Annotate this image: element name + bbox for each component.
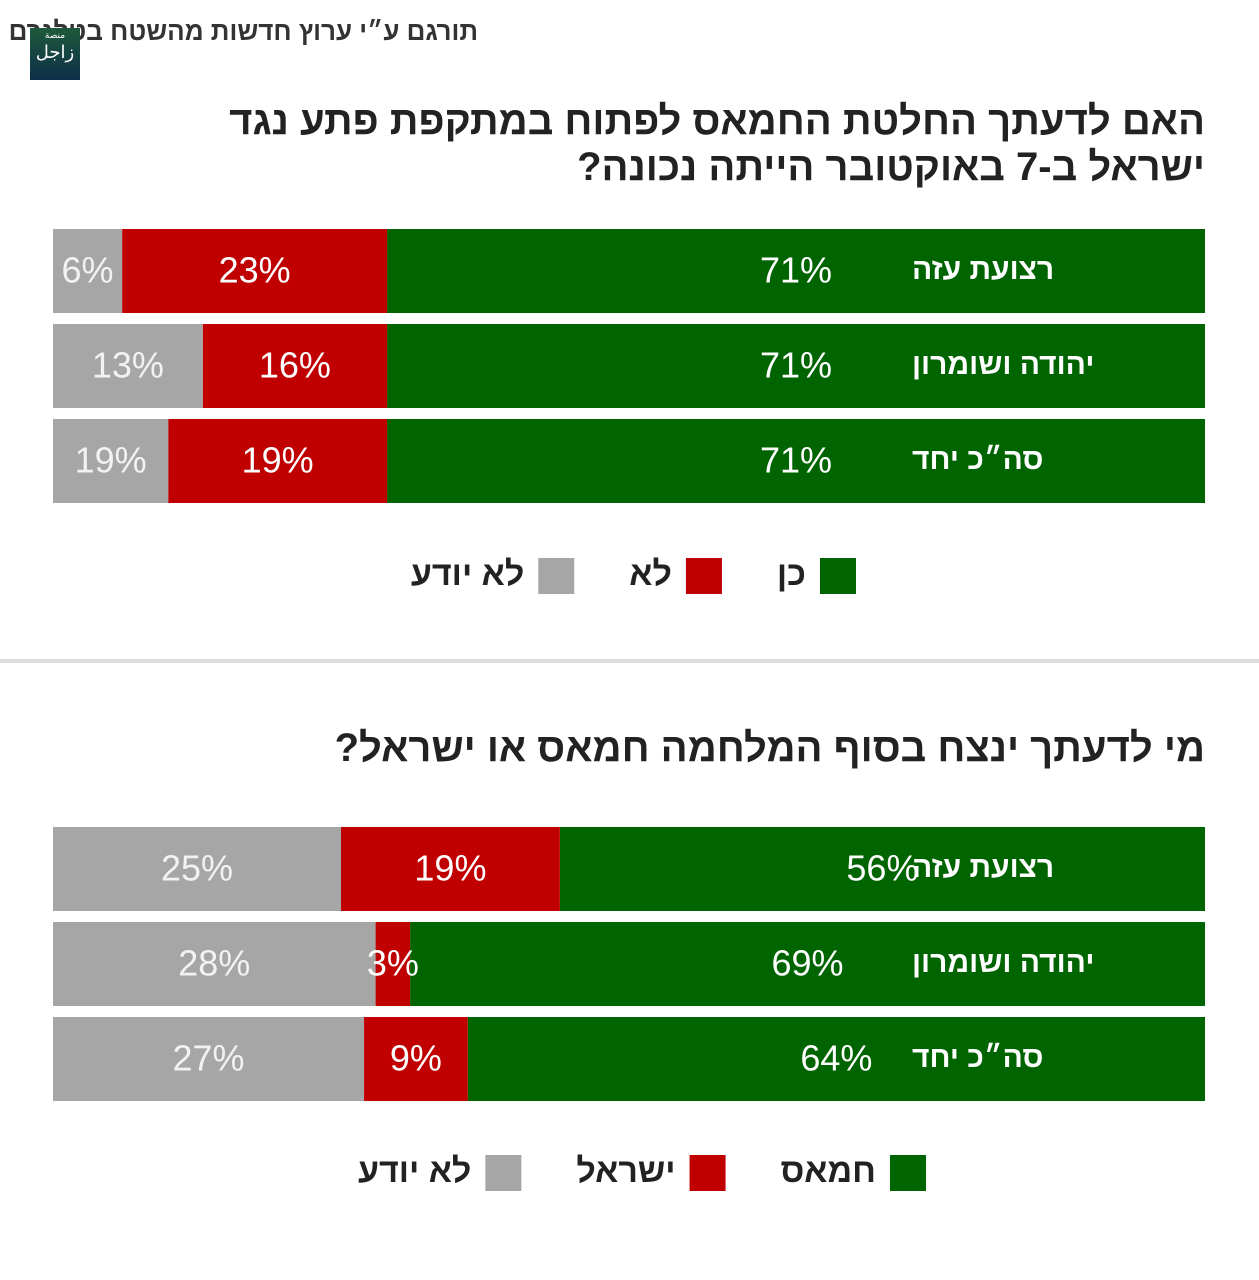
value-label: 6% — [62, 250, 114, 291]
header-text: תורגם ע״י ערוץ חדשות מהשטח בטלגרם — [8, 16, 478, 46]
plot — [53, 827, 1205, 1101]
bar-segment — [364, 1017, 468, 1101]
legend-swatch — [685, 558, 722, 594]
bar-segment — [202, 324, 388, 408]
bar-segment — [387, 324, 1205, 408]
legend-label: חמאס — [781, 1152, 876, 1190]
category-label: רצועת עזה — [912, 253, 1054, 286]
value-label: 71% — [760, 345, 832, 386]
value-label: 3% — [367, 943, 419, 984]
bar-segment — [122, 229, 388, 313]
category-label: יהודה ושומרון — [912, 946, 1094, 979]
bar-segment — [467, 1017, 1205, 1101]
value-label: 19% — [414, 848, 486, 889]
value-label: 27% — [172, 1038, 244, 1079]
chart-title: מי לדעתך ינצח בסוף המלחמה חמאס או ישראל? — [334, 726, 1205, 770]
value-label: 9% — [390, 1038, 442, 1079]
value-label: 64% — [800, 1038, 872, 1079]
chart-title: האם לדעתך החלטת החמאס לפתוח במתקפת פתע נ… — [229, 99, 1205, 189]
bar-segment — [53, 1017, 365, 1101]
bar-segment — [53, 922, 376, 1006]
value-label: 19% — [242, 440, 314, 481]
category-label: רצועת עזה — [912, 851, 1054, 884]
category-label: סה״כ יחד — [912, 1041, 1044, 1074]
value-label: 71% — [760, 250, 832, 291]
legend-swatch — [890, 1155, 926, 1191]
value-label: 71% — [760, 440, 832, 481]
bar-segment — [341, 827, 560, 911]
bar-segment — [53, 827, 341, 911]
legend-label: לא יודע — [358, 1152, 471, 1190]
legend-swatch — [820, 558, 856, 594]
legend-swatch — [485, 1155, 522, 1191]
value-label: 25% — [161, 848, 233, 889]
logo-small: منصة — [44, 30, 66, 40]
bar-segment — [410, 922, 1205, 1006]
legend-label: לא יודע — [411, 555, 524, 593]
value-label: 28% — [178, 943, 250, 984]
plot — [53, 229, 1205, 503]
category-label: יהודה ושומרון — [912, 348, 1094, 381]
value-label: 69% — [772, 943, 844, 984]
bar-segment — [53, 229, 123, 313]
value-label: 16% — [259, 345, 331, 386]
bar-segment — [168, 419, 388, 503]
bar-segment — [559, 827, 1205, 911]
legend-label: ישראל — [576, 1152, 675, 1190]
value-label: 56% — [846, 848, 918, 889]
legend-swatch — [538, 558, 575, 594]
bar-segment — [53, 324, 203, 408]
legend-swatch — [689, 1155, 726, 1191]
value-label: 13% — [92, 345, 164, 386]
legend-label: לא — [629, 555, 672, 593]
logo: منصة زاجل — [30, 28, 80, 80]
bar-segment — [53, 419, 169, 503]
bar-segment — [375, 922, 411, 1006]
bar-segment — [387, 229, 1205, 313]
bar-segment — [387, 419, 1205, 503]
legend-label: כן — [777, 555, 806, 593]
logo-text: زاجل — [35, 42, 75, 62]
value-label: 23% — [219, 250, 291, 291]
value-label: 19% — [75, 440, 147, 481]
category-label: סה״כ יחד — [912, 443, 1044, 476]
